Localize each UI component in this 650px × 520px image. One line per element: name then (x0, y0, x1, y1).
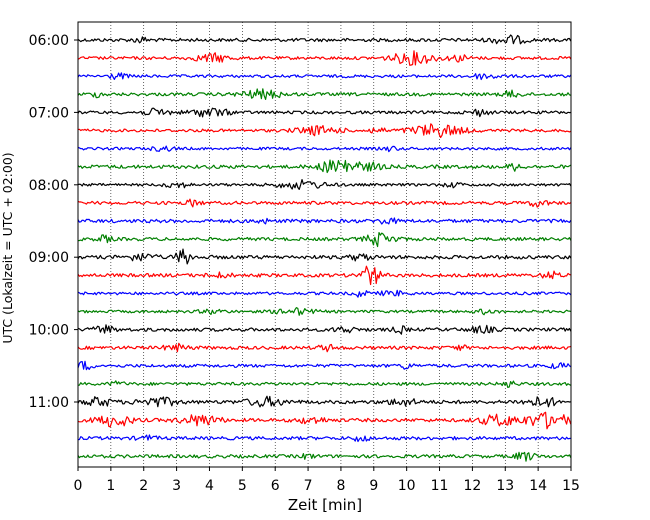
x-tick-label: 12 (463, 478, 481, 494)
seismogram-trace (77, 217, 572, 225)
x-tick-label: 13 (496, 478, 514, 494)
seismogram-trace (77, 34, 572, 45)
seismogram-trace (77, 434, 571, 443)
seismogram-trace (77, 411, 572, 430)
x-tick-label: 9 (369, 478, 378, 494)
trace-group (77, 34, 572, 462)
seismogram-trace (77, 324, 572, 335)
seismogram-trace (77, 395, 571, 408)
seismogram-trace (77, 72, 572, 81)
seismogram-trace (77, 88, 572, 100)
x-axis-label: Zeit [min] (288, 496, 362, 514)
seismogram-trace (77, 123, 572, 139)
seismogram-trace (77, 265, 571, 286)
seismogram-trace (77, 159, 572, 174)
seismogram-trace (77, 145, 572, 153)
y-tick-label: 07:00 (29, 105, 69, 121)
seismogram-trace (77, 179, 572, 190)
seismogram-trace (77, 107, 571, 118)
y-tick-label: 10:00 (29, 323, 69, 339)
x-tick-label: 4 (205, 478, 214, 494)
y-axis-label: UTC (Lokalzeit = UTC + 02:00) (0, 152, 15, 343)
seismogram-trace (77, 50, 572, 66)
seismogram-trace (77, 307, 572, 316)
x-tick-label: 6 (271, 478, 280, 494)
x-tick-label: 11 (431, 478, 449, 494)
x-tick-label: 2 (139, 478, 148, 494)
x-tick-label: 7 (304, 478, 313, 494)
x-tick-label: 8 (336, 478, 345, 494)
x-tick-label: 0 (74, 478, 83, 494)
x-tick-label: 15 (562, 478, 580, 494)
plot-frame (77, 21, 572, 468)
y-tick-label: 06:00 (29, 33, 69, 49)
x-tick-label: 10 (398, 478, 416, 494)
seismogram-trace (77, 451, 572, 462)
x-tick-label: 1 (106, 478, 115, 494)
y-tick-label: 09:00 (29, 250, 69, 266)
x-tick-label: 3 (172, 478, 181, 494)
seismogram-trace (77, 360, 572, 371)
x-tick-label: 14 (529, 478, 547, 494)
seismogram-trace (77, 380, 572, 388)
seismogram-trace (77, 232, 572, 248)
x-axis: 0 1 2 3 4 5 6 7 8 9 10 11 12 13 14 15 (74, 467, 580, 494)
seismogram-trace (77, 342, 571, 353)
y-tick-label: 08:00 (29, 178, 69, 194)
seismogram-trace (77, 198, 572, 208)
seismogram-trace (77, 248, 572, 265)
y-tick-label: 11:00 (29, 395, 69, 411)
plot-background (78, 22, 571, 467)
x-tick-label: 5 (238, 478, 247, 494)
y-axis: 06:00 07:00 08:00 09:00 10:00 11:00 (29, 33, 78, 411)
seismogram-trace (77, 289, 572, 298)
